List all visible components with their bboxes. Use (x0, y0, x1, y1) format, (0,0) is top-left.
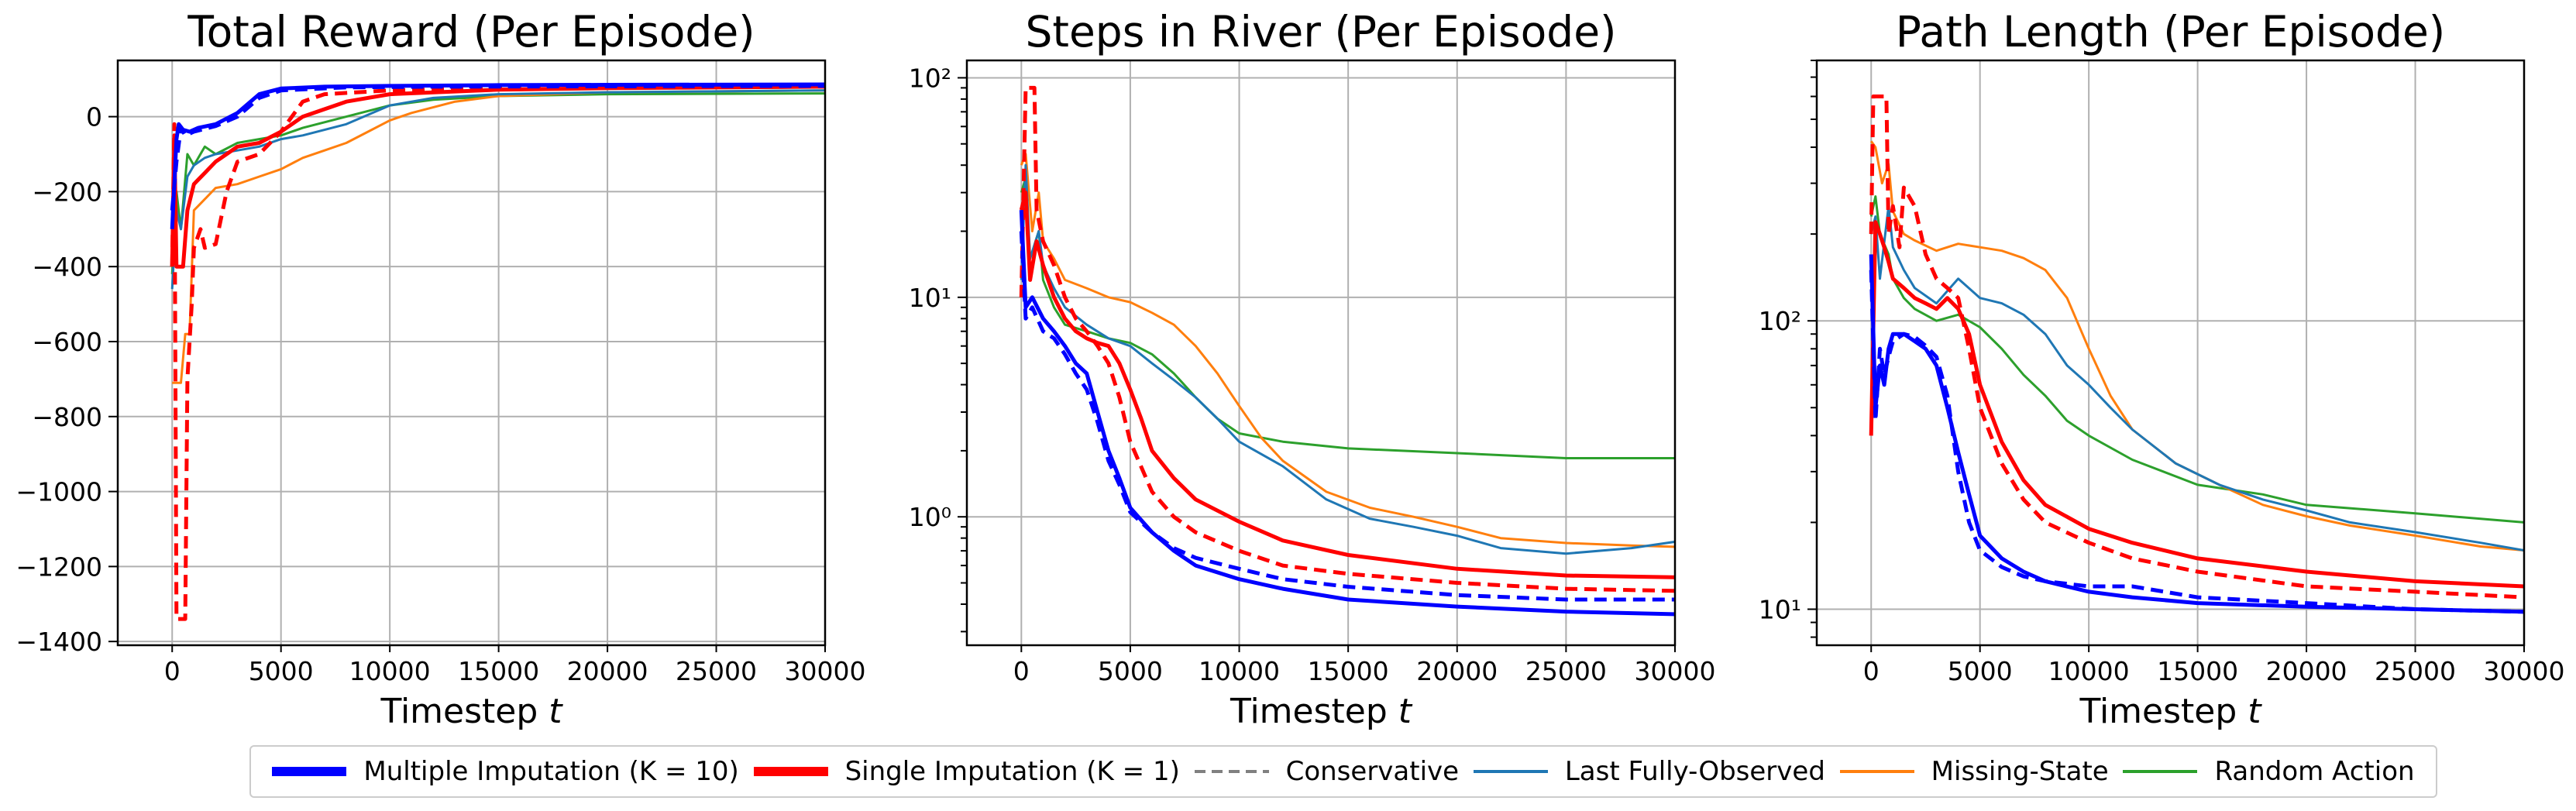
x-axis-label-text: Timestep (380, 692, 549, 731)
series-line-4 (1019, 85, 1675, 593)
legend-item-multiple-imputation: Multiple Imputation (K = 10) (272, 756, 739, 787)
legend-label-multiple-imputation: Multiple Imputation (K = 10) (363, 756, 739, 787)
x-tick-label: 5000 (1948, 656, 2013, 686)
x-tick-label: 0 (164, 656, 181, 686)
x-tick-label: 0 (1863, 656, 1880, 686)
legend-swatch-random-action (2123, 765, 2198, 778)
series-line-1 (1869, 254, 2524, 614)
x-tick-label: 25000 (2375, 656, 2456, 686)
series-line-3 (1869, 220, 2524, 589)
x-tick-label: 5000 (1098, 656, 1163, 686)
x-axis-label-text: Timestep (2079, 692, 2248, 731)
legend: Multiple Imputation (K = 10) Single Impu… (249, 745, 2437, 798)
legend-item-last-fully-observed: Last Fully-Observed (1473, 756, 1825, 787)
x-tick-label: 30000 (785, 656, 866, 686)
x-tick-label: 10000 (2048, 656, 2130, 686)
y-tick-label: 10⁰ (909, 502, 951, 532)
x-tick-label: 15000 (1308, 656, 1389, 686)
y-tick-label: 10¹ (1759, 594, 1801, 624)
legend-swatch-conservative (1194, 765, 1269, 778)
x-axis-label-var: t (1398, 692, 1413, 731)
chart-title: Path Length (Per Episode) (1896, 7, 2446, 57)
legend-swatch-last-fully-observed (1473, 765, 1548, 778)
y-tick-label: −200 (32, 177, 102, 207)
series-line-3 (170, 84, 825, 269)
y-tick-label: −400 (32, 252, 102, 282)
chart-title: Steps in River (Per Episode) (1025, 7, 1616, 57)
series-group (170, 82, 825, 621)
y-tick-label: 0 (86, 102, 102, 132)
y-tick-label: −1000 (15, 477, 102, 507)
legend-item-random-action: Random Action (2123, 756, 2415, 787)
x-tick-label: 0 (1013, 656, 1030, 686)
x-axis-label: Timestep t (380, 692, 563, 731)
series-line-5 (170, 89, 825, 290)
legend-swatch-multiple-imputation (272, 765, 347, 778)
series-line-1 (1019, 209, 1675, 617)
x-axis-label-var: t (549, 692, 563, 731)
x-tick-label: 15000 (2157, 656, 2238, 686)
chart-title: Total Reward (Per Episode) (187, 7, 755, 57)
x-tick-label: 30000 (1635, 656, 1716, 686)
chart-panels: 0 5000 10000 15000 20000 25000 30000 −1400 −1200… (15, 7, 2564, 731)
series-line-3 (1019, 191, 1675, 579)
series-line-7 (170, 92, 825, 274)
legend-item-single-imputation: Single Imputation (K = 1) (753, 756, 1180, 787)
grid (967, 60, 1676, 645)
legend-label-missing-state: Missing-State (1931, 756, 2109, 787)
x-tick-label: 5000 (249, 656, 314, 686)
y-tick-label: −1200 (15, 552, 102, 582)
plot-frame (116, 59, 827, 647)
x-tick-label: 20000 (567, 656, 648, 686)
legend-swatch-single-imputation (753, 765, 828, 778)
grid (118, 60, 826, 645)
x-axis-label-text: Timestep (1230, 692, 1398, 731)
series-line-2 (1019, 231, 1675, 602)
series-group (1869, 95, 2524, 614)
x-axis-label: Timestep t (2079, 692, 2262, 731)
chart-panel-1: 0 5000 10000 15000 20000 25000 30000 −1400 −1200… (15, 7, 865, 731)
y-tick-label: 10² (1759, 306, 1801, 336)
legend-item-conservative: Conservative (1194, 756, 1460, 787)
x-axis-label-var: t (2248, 692, 2262, 731)
y-tick-label: 10¹ (909, 283, 951, 313)
legend-swatch-missing-state (1839, 765, 1914, 778)
y-tick-label: −800 (32, 402, 102, 432)
x-tick-label: 25000 (676, 656, 757, 686)
x-tick-label: 25000 (1525, 656, 1607, 686)
chart-panel-3: 0 5000 10000 15000 20000 25000 30000 10¹ 10² Path… (1759, 7, 2565, 731)
x-tick-label: 10000 (349, 656, 431, 686)
x-axis-label: Timestep t (1230, 692, 1413, 731)
legend-label-conservative: Conservative (1285, 756, 1460, 787)
chart-panel-2: 0 5000 10000 15000 20000 25000 30000 10⁰ 10¹ 10² S… (909, 7, 1716, 731)
x-tick-label: 10000 (1199, 656, 1280, 686)
x-tick-label: 30000 (2484, 656, 2565, 686)
legend-label-last-fully-observed: Last Fully-Observed (1564, 756, 1825, 787)
series-group (1019, 85, 1675, 617)
series-line-4 (1869, 95, 2524, 600)
y-tick-label: −1400 (15, 627, 102, 657)
y-tick-label: −600 (32, 327, 102, 357)
series-line-5 (1869, 204, 2524, 552)
x-tick-label: 15000 (458, 656, 539, 686)
legend-label-random-action: Random Action (2214, 756, 2415, 787)
grid (1817, 60, 2525, 645)
x-tick-label: 20000 (2266, 656, 2347, 686)
series-line-4 (170, 84, 825, 621)
legend-label-single-imputation: Single Imputation (K = 1) (844, 756, 1180, 787)
plot-frame (1815, 59, 2526, 647)
plot-frame (965, 59, 1677, 647)
x-tick-label: 20000 (1416, 656, 1498, 686)
y-tick-label: 10² (909, 63, 951, 93)
series-line-1 (170, 82, 825, 229)
legend-item-missing-state: Missing-State (1839, 756, 2109, 787)
